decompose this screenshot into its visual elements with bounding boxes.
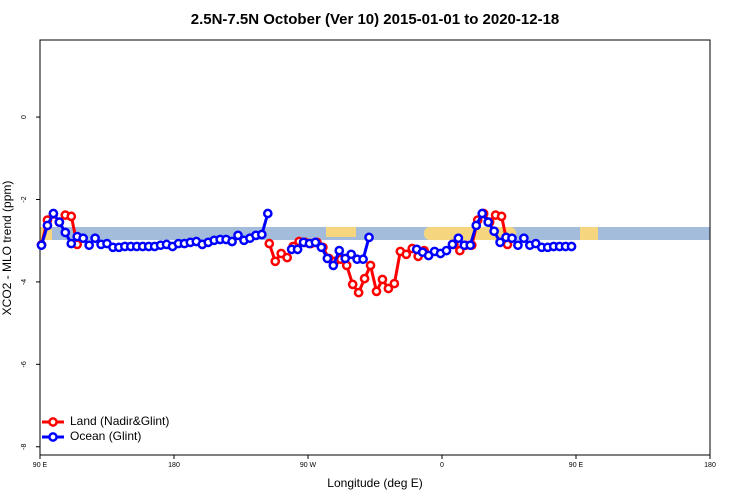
data-point (264, 238, 275, 249)
data-point (477, 208, 488, 219)
legend-marker (48, 417, 58, 427)
data-point (256, 229, 267, 240)
data-point (353, 287, 364, 298)
data-point (90, 233, 100, 244)
data-point (447, 239, 458, 250)
data-point (471, 220, 482, 231)
data-point (233, 230, 243, 241)
land-patch (580, 227, 598, 240)
y-axis-label: XCO2 - MLO trend (ppm) (0, 181, 14, 316)
chart-title: 2.5N-7.5N October (Ver 10) 2015-01-01 to… (191, 11, 560, 28)
y-tick-label: 0 (21, 115, 28, 119)
data-point (54, 217, 65, 228)
data-point (60, 227, 71, 238)
x-tick-label: 90 E (33, 462, 48, 469)
data-point (310, 237, 321, 248)
data-point (401, 249, 412, 260)
data-point (519, 233, 529, 244)
data-point (513, 240, 523, 251)
x-tick-label: 90 W (300, 462, 317, 469)
y-tick-label: -4 (21, 279, 28, 285)
y-tick-label: -8 (21, 444, 28, 450)
data-point (389, 278, 400, 289)
data-point (78, 233, 89, 244)
legend-label: Ocean (Glint) (70, 429, 141, 443)
data-point (453, 233, 464, 244)
data-point (322, 253, 333, 264)
data-point (507, 233, 517, 244)
data-point (48, 208, 59, 219)
ocean-strip (40, 227, 710, 240)
data-point (227, 236, 237, 247)
data-point (316, 242, 327, 253)
data-point (483, 217, 494, 228)
data-point (347, 279, 358, 290)
x-tick-label: 180 (168, 462, 180, 469)
data-point (465, 240, 476, 251)
data-point (328, 260, 339, 271)
data-point (66, 238, 77, 249)
x-tick-label: 90 E (569, 462, 584, 469)
data-point (36, 240, 47, 251)
data-point (489, 226, 499, 237)
legend-label: Land (Nadir&Glint) (70, 414, 169, 428)
data-point (441, 245, 452, 256)
data-point (566, 241, 577, 252)
data-point (359, 273, 370, 284)
y-tick-label: -2 (21, 196, 28, 202)
data-point (292, 244, 303, 255)
land-ocean-strip (40, 227, 710, 240)
data-point (365, 260, 376, 271)
y-tick-label: -6 (21, 361, 28, 367)
land-patch (326, 227, 356, 237)
data-point (346, 249, 357, 260)
data-point (495, 237, 505, 248)
data-point (270, 256, 281, 267)
data-point (84, 240, 94, 251)
legend-marker (48, 432, 58, 442)
x-axis-label: Longitude (deg E) (327, 476, 422, 490)
data-point (42, 220, 53, 231)
data-point (334, 245, 345, 256)
data-point (383, 283, 394, 294)
data-point (358, 254, 368, 265)
data-point (262, 208, 273, 219)
data-point (496, 211, 507, 222)
data-point (282, 252, 293, 263)
data-point (66, 211, 77, 222)
x-tick-label: 0 (440, 462, 444, 469)
data-point (364, 232, 374, 243)
data-point (371, 286, 382, 297)
data-point (377, 274, 388, 285)
x-tick-label: 180 (704, 462, 716, 469)
